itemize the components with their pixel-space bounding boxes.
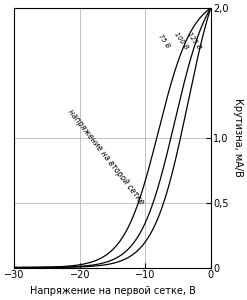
X-axis label: Напряжение на первой сетке, В: Напряжение на первой сетке, В (30, 286, 195, 296)
Text: 75 В: 75 В (157, 33, 170, 49)
Text: 100 В: 100 В (173, 31, 189, 50)
Text: напряжение на второй сетке: напряжение на второй сетке (66, 108, 146, 207)
Text: 125 В: 125 В (186, 31, 202, 50)
Y-axis label: Крутизна, мА/В: Крутизна, мА/В (233, 98, 243, 177)
